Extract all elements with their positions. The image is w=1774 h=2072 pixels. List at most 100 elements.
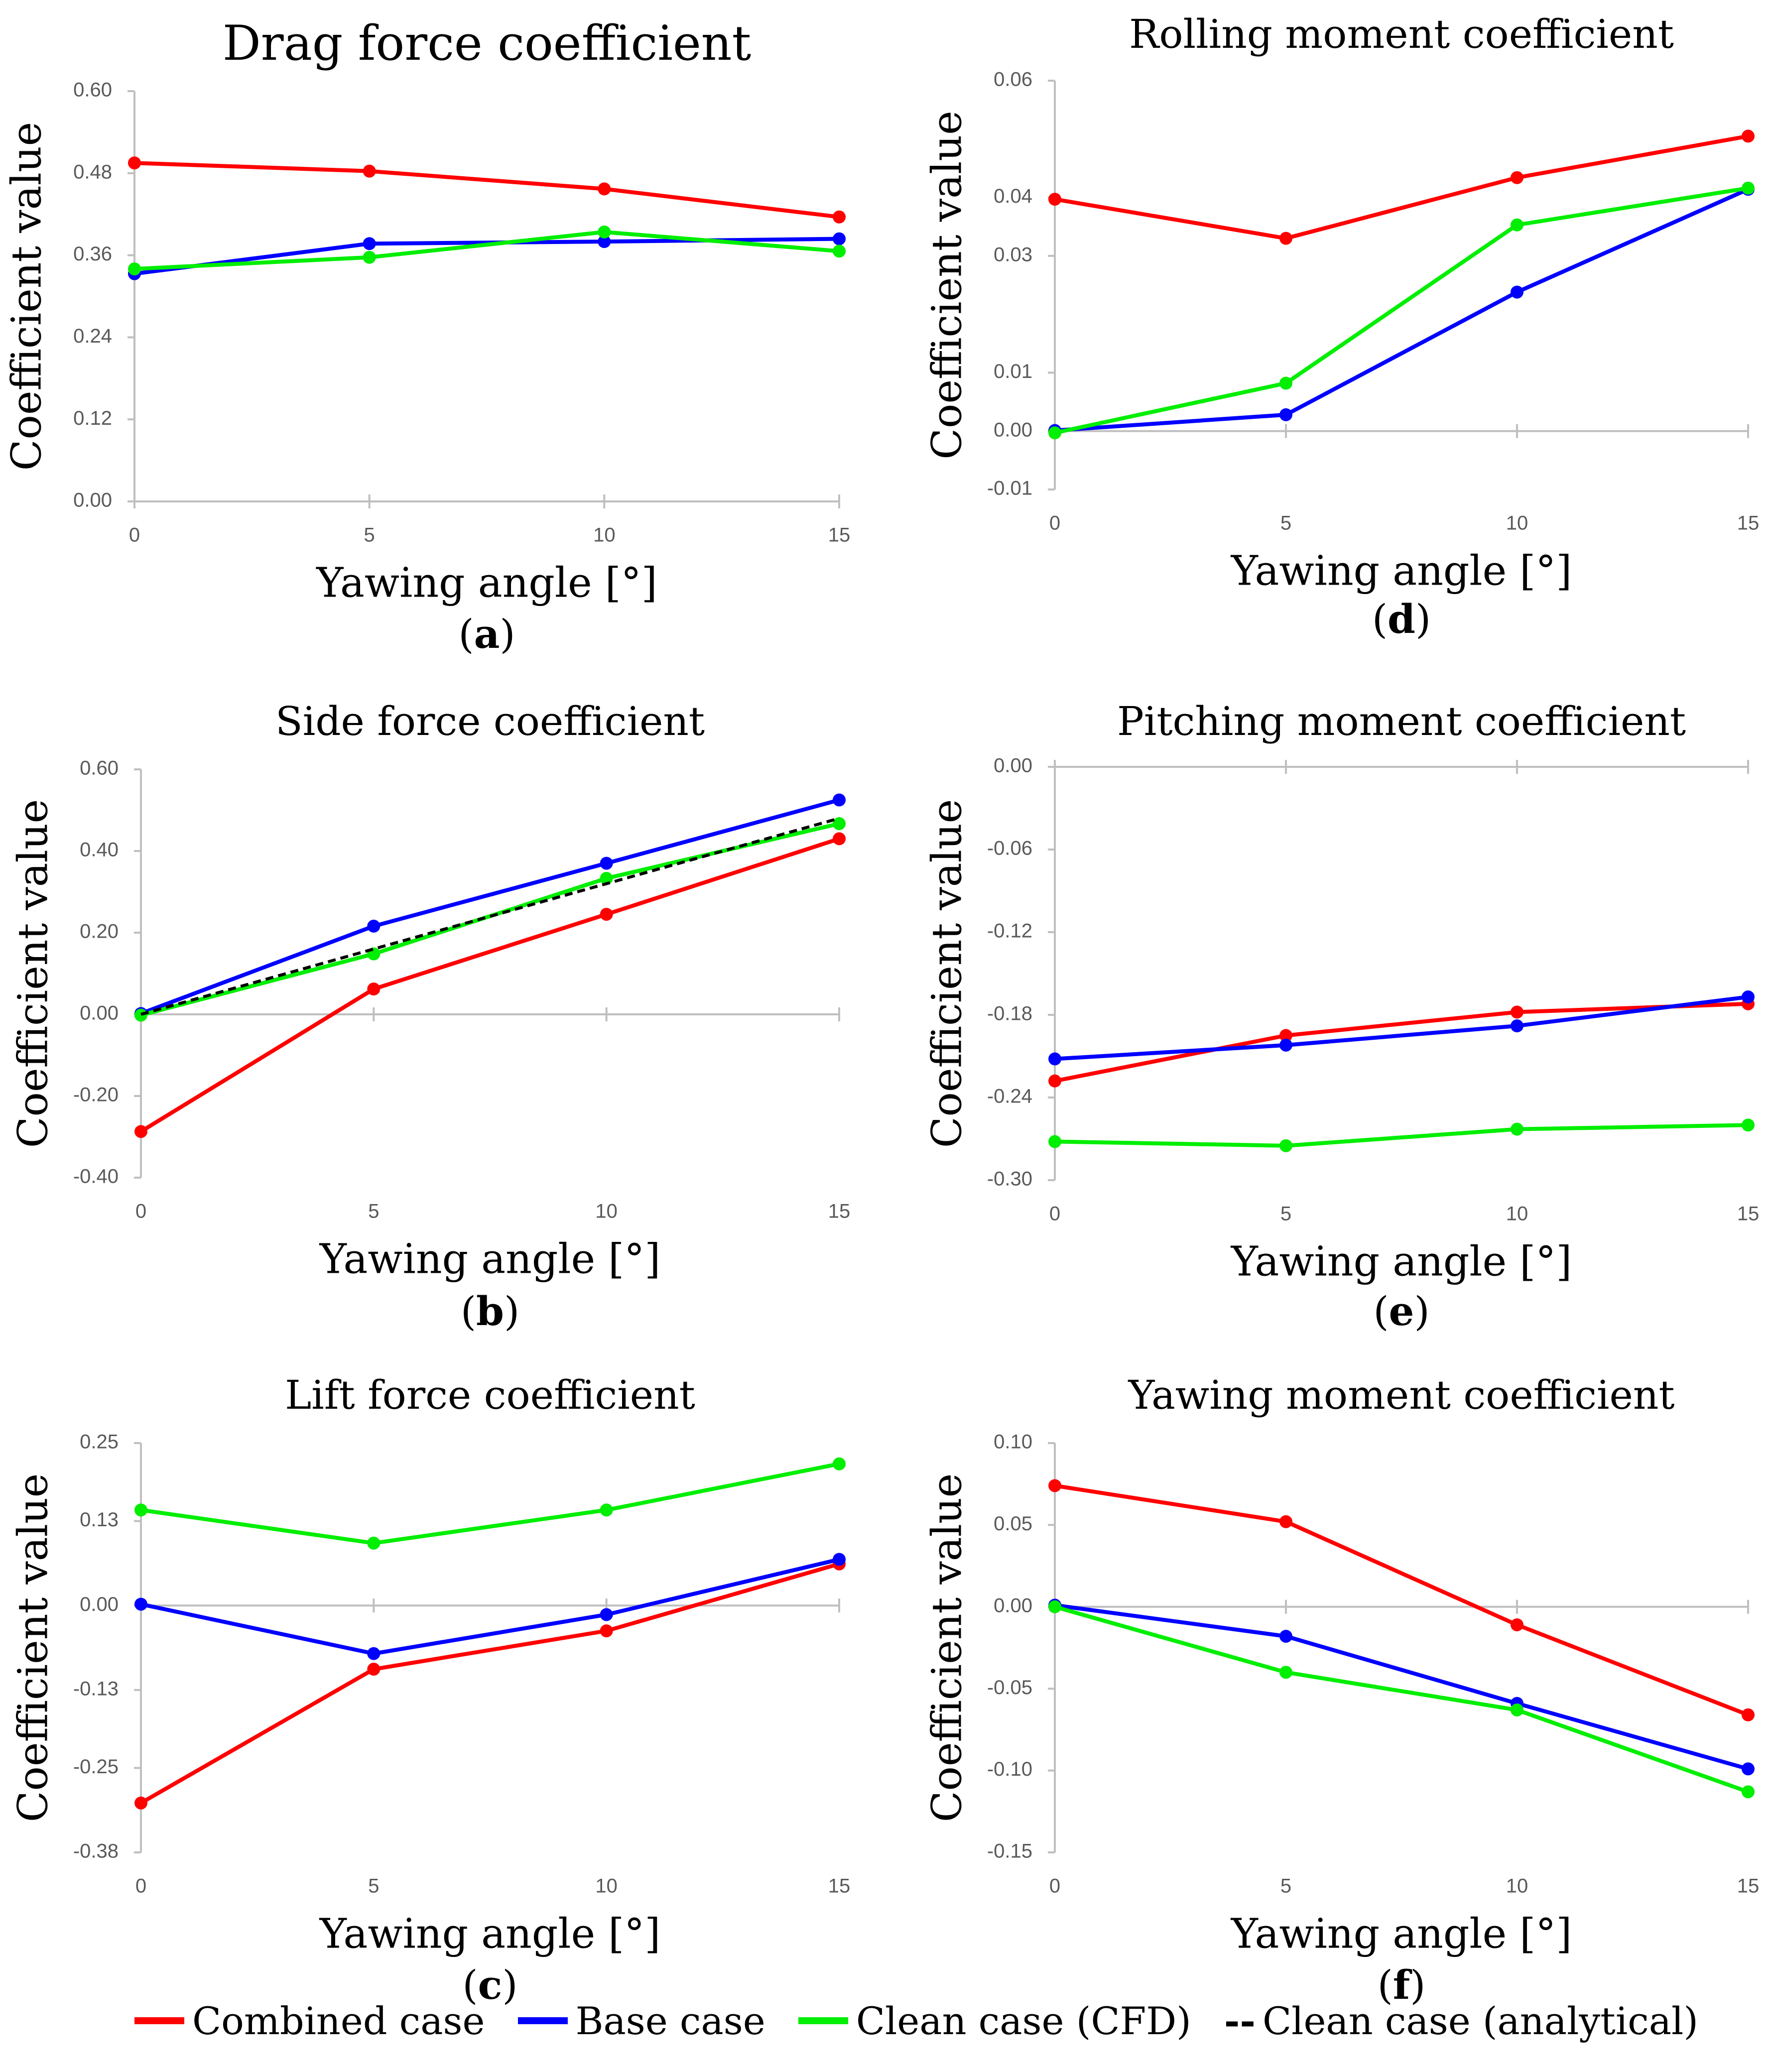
data-point-base-case <box>600 856 613 870</box>
data-point-clean-case-cfd <box>367 1536 380 1550</box>
data-point-base-case <box>1511 1019 1523 1033</box>
legend-label-combined: Combined case <box>192 1998 485 2043</box>
chart-panel-d: Rolling moment coefficient -0.01 0.00 0.01 0… <box>924 11 1760 642</box>
y-tick-label: -0.20 <box>73 1084 119 1106</box>
caption-close-paren: ) <box>1414 1288 1429 1335</box>
data-point-clean-case-cfd <box>598 225 611 239</box>
series-line-combined-case <box>1054 134 1749 241</box>
series-line-base-case <box>1054 1603 1749 1771</box>
data-point-base-case <box>1511 285 1523 299</box>
x-axis-title: Yawing angle [°] <box>319 1911 660 1958</box>
data-point-base-case <box>367 919 380 933</box>
x-tick-label: 5 <box>1280 1875 1291 1897</box>
y-tick-label: -0.15 <box>987 1840 1032 1862</box>
data-point-combined-case <box>1279 1029 1292 1042</box>
y-axis-title: Coefficient value <box>10 799 57 1148</box>
data-point-clean-case-cfd <box>1511 218 1523 232</box>
chart-title: Drag force coefficient <box>223 15 751 71</box>
panel-caption: (a) <box>458 610 515 657</box>
y-tick-label: -0.05 <box>987 1677 1032 1699</box>
y-tick-label: 0.00 <box>994 419 1032 441</box>
y-tick-label: -0.30 <box>987 1168 1032 1190</box>
x-tick-label: 0 <box>129 524 140 546</box>
caption-letter: d <box>1388 596 1415 642</box>
chart-title: Rolling moment coefficient <box>1129 11 1674 57</box>
x-tick-label: 0 <box>1049 1875 1060 1897</box>
chart-panel-c: Lift force coefficient -0.38 -0.25 -0.13 0.0… <box>10 1372 851 2008</box>
x-tick-label: 15 <box>1737 1875 1760 1897</box>
y-tick-label: 0.60 <box>80 757 119 779</box>
x-tick-label: 15 <box>828 1875 851 1897</box>
data-point-combined-case <box>600 1624 613 1638</box>
caption-letter: a <box>474 610 500 657</box>
y-tick-label: -0.40 <box>73 1166 119 1188</box>
y-tick-label: 0.36 <box>73 243 112 265</box>
chart-panel-a: Drag force coefficient 0.00 0.12 0.24 0.36 0.… <box>3 15 851 657</box>
data-point-clean-case-cfd <box>1048 1135 1061 1148</box>
caption-open-paren: ( <box>1373 1288 1389 1335</box>
series-line-base-case <box>140 798 840 1016</box>
data-point-clean-case-cfd <box>1511 1703 1523 1716</box>
series-line-combined-case <box>1054 1483 1749 1717</box>
data-point-base-case <box>598 235 611 248</box>
data-point-clean-case-cfd <box>1742 181 1755 195</box>
panel-caption: (e) <box>1373 1288 1429 1335</box>
y-tick-label: 0.00 <box>80 1593 119 1615</box>
series-line-clean-case-cfd <box>1054 1123 1749 1148</box>
y-tick-label: 0.48 <box>73 161 112 183</box>
x-tick-label: 15 <box>1737 512 1760 534</box>
data-point-combined-case <box>1511 1618 1523 1631</box>
data-point-base-case <box>833 1553 846 1566</box>
series-line-base-case <box>140 1557 840 1656</box>
y-tick-label: 0.60 <box>73 79 112 101</box>
y-tick-label: 0.10 <box>994 1431 1032 1453</box>
y-axis-title: Coefficient value <box>924 1473 971 1822</box>
legend-dash-marker: -- <box>1224 1998 1256 2043</box>
x-tick-label: 10 <box>1506 1875 1528 1897</box>
y-tick-label: 0.40 <box>80 839 119 861</box>
data-point-combined-case <box>1279 232 1292 245</box>
data-point-base-case <box>363 237 376 250</box>
series-line-combined-case <box>139 837 840 1133</box>
x-tick-label: 10 <box>1506 1203 1528 1225</box>
data-point-base-case <box>1279 1038 1292 1052</box>
data-point-clean-case-cfd <box>134 1008 147 1022</box>
y-axis-title: Coefficient value <box>924 799 971 1148</box>
caption-letter: c <box>478 1961 503 2008</box>
x-tick-label: 5 <box>1280 1203 1291 1225</box>
data-point-combined-case <box>833 832 846 846</box>
data-point-clean-case-cfd <box>833 244 846 258</box>
y-tick-label: 0.00 <box>80 1002 119 1024</box>
series-line-combined-case <box>140 1562 840 1805</box>
chart-title: Pitching moment coefficient <box>1117 698 1686 744</box>
chart-title: Yawing moment coefficient <box>1128 1372 1675 1418</box>
chart-panel-e: Pitching moment coefficient -0.30 -0.24 -0.… <box>924 698 1760 1335</box>
data-point-combined-case <box>833 210 846 224</box>
y-tick-label: -0.12 <box>987 920 1032 942</box>
data-point-base-case <box>367 1647 380 1660</box>
data-point-combined-case <box>134 1125 147 1138</box>
x-axis-title: Yawing angle [°] <box>1231 1911 1572 1958</box>
x-axis-title: Yawing angle [°] <box>316 560 657 607</box>
panel-caption: (d) <box>1372 596 1431 642</box>
y-tick-label: -0.24 <box>987 1086 1032 1107</box>
y-tick-label: 0.20 <box>80 921 119 943</box>
x-tick-label: 10 <box>595 1875 618 1897</box>
panel-caption: (b) <box>461 1288 519 1335</box>
series-line-clean-case-cfd <box>1054 1604 1749 1794</box>
data-point-combined-case <box>1511 1005 1523 1019</box>
data-point-base-case <box>833 232 846 245</box>
y-tick-label: -0.38 <box>73 1840 119 1862</box>
y-tick-label: 0.00 <box>994 755 1032 777</box>
data-point-combined-case <box>363 164 376 178</box>
y-tick-label: 0.00 <box>994 1594 1032 1616</box>
caption-open-paren: ( <box>461 1288 476 1335</box>
series-line-combined-case <box>1054 1001 1749 1083</box>
data-point-combined-case <box>1742 1708 1755 1721</box>
x-tick-label: 10 <box>595 1201 618 1222</box>
legend-label-clean-cfd: Clean case (CFD) <box>856 1998 1191 2043</box>
data-point-clean-case-cfd <box>1048 426 1061 440</box>
panel-caption: (c) <box>462 1961 517 2008</box>
data-point-combined-case <box>128 156 141 170</box>
data-point-clean-case-cfd <box>1279 376 1292 390</box>
